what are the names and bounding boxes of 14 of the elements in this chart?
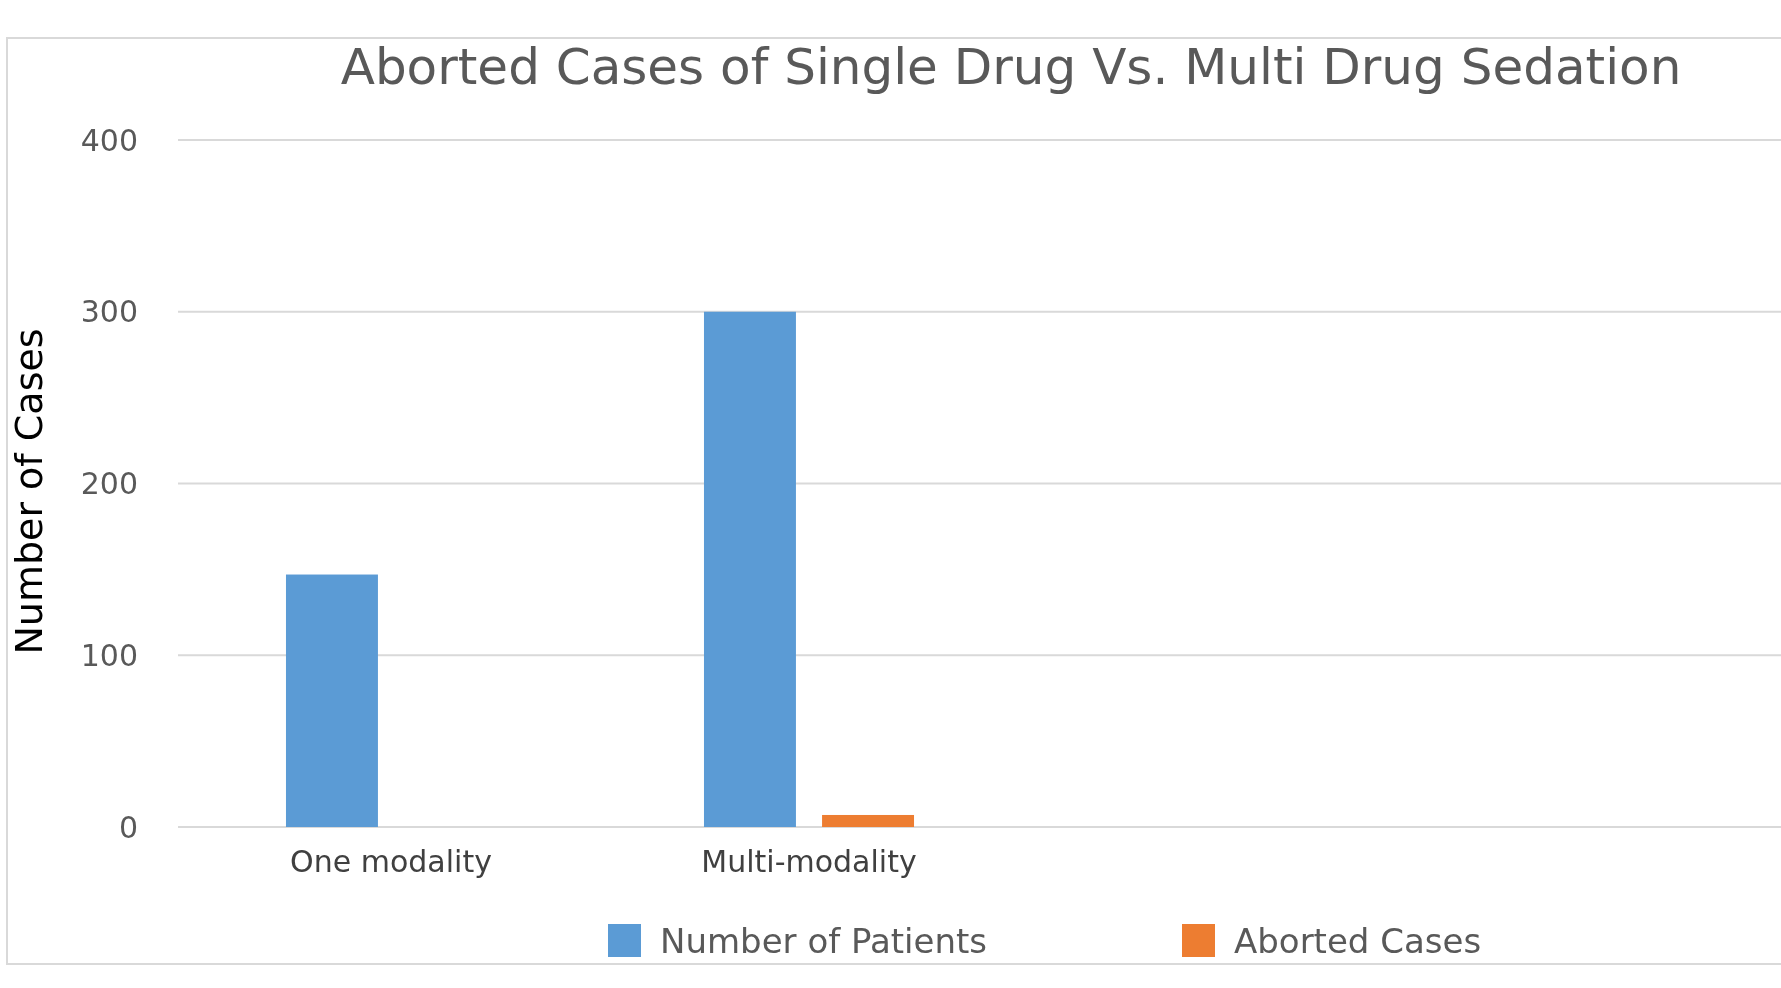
y-tick-label: 200: [80, 466, 138, 501]
chart-title: Aborted Cases of Single Drug Vs. Multi Drug Sedation: [340, 38, 1682, 96]
x-tick-label: One modality: [290, 844, 492, 879]
y-axis-title: Number of Cases: [7, 328, 51, 655]
x-tick-label: Multi-modality: [701, 844, 917, 879]
y-tick-label: 300: [80, 294, 138, 330]
legend-label: Aborted Cases: [1234, 920, 1482, 961]
bar: [822, 814, 915, 827]
legend-label: Number of Patients: [660, 920, 988, 961]
y-tick-label: 400: [80, 122, 138, 158]
y-tick-label: 100: [80, 637, 138, 673]
y-tick-label: 0: [118, 809, 138, 845]
bar: [703, 311, 796, 827]
bar: [285, 574, 378, 827]
